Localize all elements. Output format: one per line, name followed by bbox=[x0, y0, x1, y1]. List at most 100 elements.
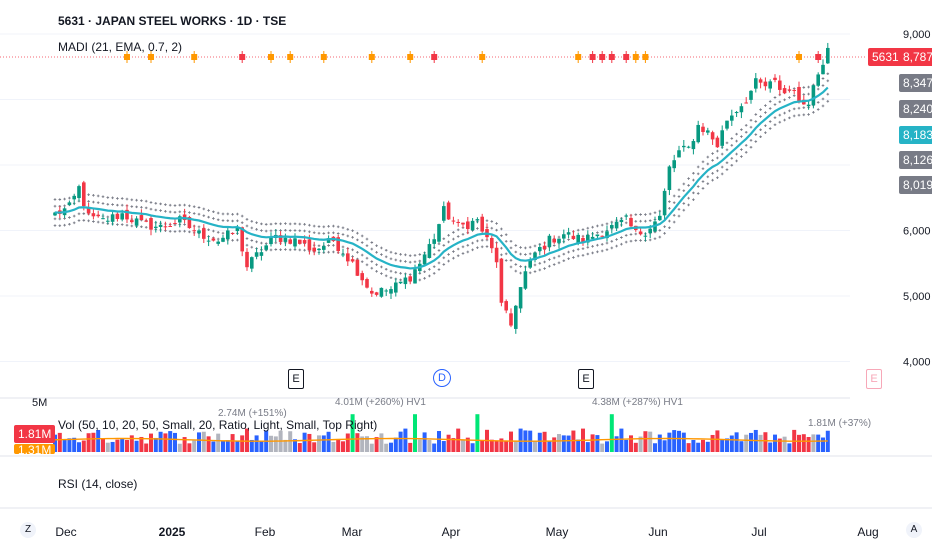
candle bbox=[403, 273, 408, 289]
candle bbox=[605, 225, 609, 242]
candle bbox=[221, 234, 225, 243]
volume-bar bbox=[465, 437, 470, 452]
rsi-indicator-label[interactable]: RSI (14, close) bbox=[58, 477, 138, 491]
volume-bar bbox=[336, 438, 341, 452]
ema-21-line bbox=[54, 86, 829, 270]
volume-bar bbox=[677, 430, 681, 452]
candle bbox=[504, 299, 508, 314]
candle bbox=[341, 248, 345, 258]
candle bbox=[466, 216, 470, 235]
candle bbox=[586, 230, 590, 246]
volume-bar bbox=[557, 434, 561, 452]
volume-bar bbox=[749, 432, 753, 452]
earnings-marker[interactable]: E bbox=[578, 369, 594, 389]
candle bbox=[149, 216, 153, 236]
volume-bar bbox=[187, 443, 192, 452]
volume-bar bbox=[134, 440, 139, 452]
candle bbox=[245, 248, 249, 271]
candle bbox=[77, 184, 81, 202]
volume-bar bbox=[513, 441, 518, 452]
auto-scale-button[interactable]: A bbox=[906, 522, 922, 538]
volume-bar bbox=[62, 439, 67, 452]
volume-bar bbox=[259, 441, 264, 452]
volume-bar bbox=[648, 431, 653, 452]
candle bbox=[192, 224, 196, 236]
volume-bar bbox=[321, 435, 326, 452]
volume-bar bbox=[744, 434, 749, 452]
volume-bar bbox=[768, 442, 773, 452]
volume-indicator-label[interactable]: Vol (50, 10, 20, 50, Small, 20, Ratio, L… bbox=[58, 418, 378, 432]
dividend-marker[interactable]: D bbox=[433, 369, 451, 387]
candle bbox=[360, 270, 364, 286]
candle bbox=[706, 127, 710, 136]
zoom-button[interactable]: Z bbox=[20, 522, 36, 538]
candle bbox=[389, 286, 393, 299]
candle bbox=[461, 222, 465, 228]
volume-bar bbox=[811, 434, 816, 452]
madi-signal bbox=[368, 51, 375, 63]
volume-bar bbox=[389, 442, 393, 452]
candle bbox=[725, 120, 729, 131]
candle bbox=[427, 238, 432, 259]
volume-bar bbox=[341, 441, 345, 452]
volume-bar bbox=[125, 439, 129, 452]
volume-bar bbox=[163, 433, 168, 452]
madi-signal bbox=[599, 51, 606, 63]
candle bbox=[106, 217, 110, 224]
candle bbox=[590, 231, 595, 239]
time-tick-label: 2025 bbox=[159, 525, 186, 539]
volume-bar bbox=[576, 439, 581, 452]
volume-bar bbox=[192, 440, 197, 452]
volume-bar bbox=[773, 434, 777, 452]
candle bbox=[374, 291, 379, 297]
candle bbox=[370, 287, 374, 297]
earnings-marker[interactable]: E bbox=[288, 369, 304, 389]
volume-bar bbox=[211, 441, 216, 452]
volume-bar bbox=[379, 433, 384, 452]
volume-bar bbox=[403, 428, 408, 452]
volume-bar bbox=[283, 439, 288, 452]
candle bbox=[346, 247, 350, 267]
madi-band-3 bbox=[53, 79, 830, 264]
volume-bar bbox=[782, 436, 787, 452]
upper-band1-tag: 8,240 bbox=[899, 100, 932, 118]
madi-signal bbox=[320, 51, 327, 63]
volume-bar bbox=[542, 431, 547, 452]
volume-bar bbox=[701, 439, 705, 452]
volume-bar bbox=[302, 432, 307, 452]
candle bbox=[610, 222, 614, 234]
madi-band-2 bbox=[53, 92, 830, 276]
candle bbox=[562, 229, 566, 244]
candle bbox=[446, 200, 451, 220]
volume-bar bbox=[369, 443, 374, 452]
candle bbox=[154, 220, 158, 233]
madi-indicator-label[interactable]: MADI (21, EMA, 0.7, 2) bbox=[58, 40, 183, 54]
volume-bar bbox=[633, 442, 638, 452]
volume-bar bbox=[216, 433, 221, 452]
volume-bar bbox=[725, 438, 729, 452]
candle bbox=[451, 216, 456, 225]
candle bbox=[629, 214, 633, 230]
volume-bars bbox=[53, 414, 830, 452]
candle bbox=[758, 77, 763, 89]
volume-bar bbox=[720, 439, 725, 452]
madi-signal bbox=[287, 51, 294, 63]
volume-bar bbox=[518, 428, 523, 452]
volume-bar bbox=[168, 431, 173, 452]
chart-grid bbox=[0, 33, 932, 509]
volume-bar bbox=[696, 442, 701, 452]
candle bbox=[667, 165, 672, 196]
candle bbox=[595, 234, 600, 239]
price-tick-label: 4,000 bbox=[903, 357, 931, 369]
time-tick-label: May bbox=[546, 525, 569, 539]
volume-bar bbox=[101, 438, 105, 452]
candles bbox=[53, 42, 830, 334]
candle bbox=[547, 233, 552, 252]
candle bbox=[826, 42, 830, 64]
candle bbox=[168, 222, 172, 228]
volume-bar bbox=[437, 431, 441, 452]
volume-bar bbox=[547, 440, 552, 452]
candle bbox=[643, 232, 648, 242]
earnings-marker-upcoming[interactable]: E bbox=[866, 369, 882, 389]
